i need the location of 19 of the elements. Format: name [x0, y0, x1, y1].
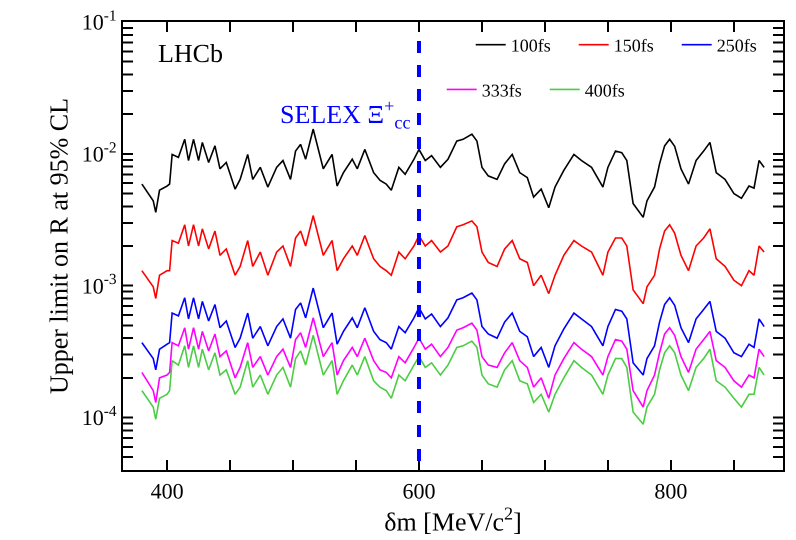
x-tick-label: 400 [150, 478, 184, 504]
line-series [141, 317, 765, 408]
y-tick-label: 10$^{-2}$ [82, 139, 117, 167]
legend-label: 400fs [584, 80, 625, 100]
x-tick-label: 800 [654, 478, 688, 504]
x-tick-label: 600 [402, 478, 436, 504]
legend-label: 333fs [482, 80, 522, 100]
line-series [141, 128, 765, 218]
legend-label: 150fs [614, 36, 654, 56]
legend-label: 250fs [716, 36, 757, 56]
x-axis-title: δm [MeV/c$^{2}$] [384, 503, 522, 536]
y-tick-label: 10$^{-1}$ [82, 7, 117, 35]
line-series [141, 214, 765, 305]
y-axis-title: Upper limit on R at 95% CL [44, 98, 74, 394]
annotation: LHCb [158, 39, 223, 68]
line-series [141, 334, 765, 426]
y-tick-label: 10$^{-3}$ [82, 271, 117, 298]
y-tick-label: 10$^{-4}$ [82, 402, 117, 430]
legend-label: 100fs [510, 36, 551, 56]
